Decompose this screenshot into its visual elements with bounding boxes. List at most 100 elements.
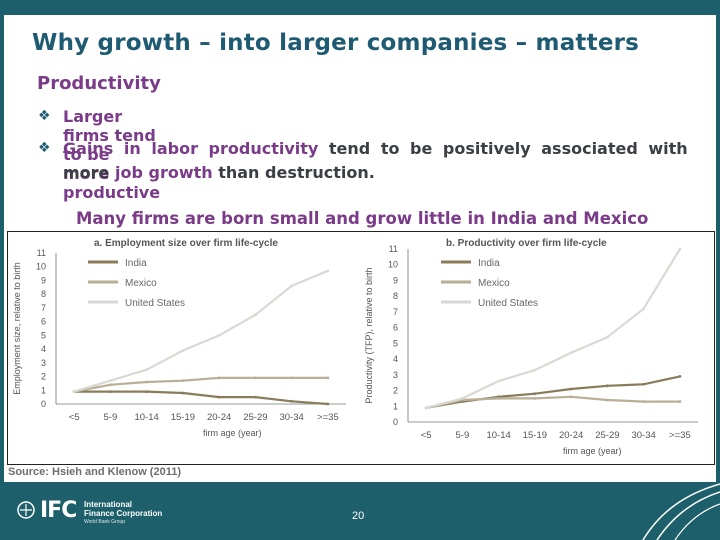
chart-a-xtick: 5-9 [104,412,118,423]
chart-a-xtick: 30-34 [279,412,303,423]
chart-b-xtick: 25-29 [595,430,619,441]
chart-a-ytick: 2 [41,372,46,382]
chart-a-xtick: 10-14 [134,412,158,423]
chart-a-title: a. Employment size over firm life-cycle [94,238,278,249]
ifc-logo-text: IFC [40,498,77,523]
bullet-2-highlight: Gains in labor productivity [63,139,319,158]
top-bar [0,0,720,15]
chart-b-point-united-states [460,397,464,400]
chart-a-point-mexico [290,376,294,380]
chart-a-point-india [108,390,112,394]
ifc-logo: IFC [18,498,77,523]
chart-b-point-mexico [642,400,646,403]
chart-subtitle: Many firms are born small and grow littl… [76,209,649,228]
org-name-line1: International [84,500,133,509]
chart-a-xlabel: firm age (year) [203,428,262,438]
chart-a-ytick: 11 [37,248,46,258]
bullet-2-line2-highlight: job growth [114,163,213,182]
chart-b-point-india [605,384,609,388]
chart-a-point-india [326,402,330,406]
chart-a-point-mexico [253,376,257,380]
chart-b-point-mexico [569,395,573,399]
page-number: 20 [352,510,365,522]
chart-a-ytick: 6 [41,317,46,327]
chart-b-point-united-states [605,335,609,339]
chart-a-legend-label: India [125,258,147,269]
chart-b-series-india [425,375,681,409]
chart-b-ytick: 6 [393,323,398,333]
chart-b-point-mexico [533,397,537,400]
chart-b-ytick: 0 [393,417,398,427]
chart-a-point-india [181,391,185,395]
diamond-bullet-icon: ❖ [38,108,51,124]
chart-a-ytick: 9 [41,275,46,285]
chart-b-legend-label: Mexico [478,278,510,289]
chart-a-series-united-states [73,269,329,393]
chart-b-ytick: 7 [393,307,398,317]
chart-b-ylabel: Productivity (TFP), relative to birth [364,267,374,403]
chart-a-point-mexico [181,379,185,383]
chart-a-series-mexico [73,376,328,393]
chart-b-point-india [678,374,682,378]
chart-b-ytick: 9 [393,275,398,285]
chart-a-point-united-states [217,333,221,337]
chart-a-point-united-states [108,379,112,383]
chart-b-xtick: 30-34 [631,430,655,441]
bullet-2-line2-a: more [63,163,115,182]
bullet-text-1: Larger firms tend to be more productive [63,107,161,202]
chart-b-series-mexico [425,395,680,409]
chart-b-title: b. Productivity over firm life-cycle [446,238,607,249]
chart-a-point-united-states [326,269,330,273]
chart-a-ytick: 1 [41,385,46,395]
chart-a-ytick: 5 [41,330,46,340]
chart-a-series-india [74,390,328,406]
chart-a-point-india [217,395,221,399]
chart-b-ytick: 4 [393,354,398,364]
footer-bar [0,482,720,540]
chart-b-xtick: >=35 [669,430,691,441]
chart-a-ylabel: Employment size, relative to birth [12,262,22,395]
org-subtitle: World Bank Group [84,519,126,525]
chart-b-ytick: 11 [389,244,398,254]
org-name-line2: Finance Corporation [84,509,163,518]
chart-b-point-united-states [424,406,428,410]
right-edge-bar [716,15,720,482]
chart-b-xlabel: firm age (year) [563,446,622,456]
chart-b-point-mexico [605,398,609,402]
chart-a-legend-label: Mexico [125,278,157,289]
chart-b-series-united-states [425,248,681,409]
chart-a-ytick: 0 [41,399,46,409]
chart-a-xtick: <5 [69,412,80,423]
chart-b-ytick: 3 [393,370,398,380]
chart-a-point-united-states [72,390,76,394]
chart-a-xtick: 15-19 [171,412,195,423]
chart-a-point-united-states [290,284,294,288]
chart-a-point-mexico [217,376,221,380]
chart-a-point-mexico [145,380,149,384]
chart-b-point-india [642,382,646,386]
decorative-swoosh-icon [642,483,720,540]
ifc-emblem-icon [17,501,35,519]
chart-b-point-united-states [642,307,646,311]
chart-a-point-india [290,399,294,403]
chart-b-point-united-states [569,351,573,355]
chart-b-point-india [569,387,573,391]
chart-a-point-india [253,395,257,399]
chart-a-ytick: 4 [41,344,46,354]
chart-a-point-united-states [145,368,149,372]
chart-b-point-mexico [497,397,501,400]
org-name: International Finance Corporation [84,500,162,518]
chart-a-ytick: 3 [41,358,46,368]
left-edge-bar [0,15,4,482]
chart-a-xtick: 20-24 [207,412,231,423]
chart-b-point-united-states [678,247,682,251]
chart-a-point-india [145,390,149,394]
chart-a-point-mexico [108,383,112,387]
chart-b-legend-label: United States [478,298,538,309]
chart-b-point-united-states [497,379,501,383]
chart-b-point-mexico [678,400,682,403]
chart-a-ytick: 7 [41,303,46,313]
bullet-2-line2-b: than destruction. [212,163,375,182]
chart-a-ytick: 8 [41,289,46,299]
section-heading: Productivity [37,73,161,94]
